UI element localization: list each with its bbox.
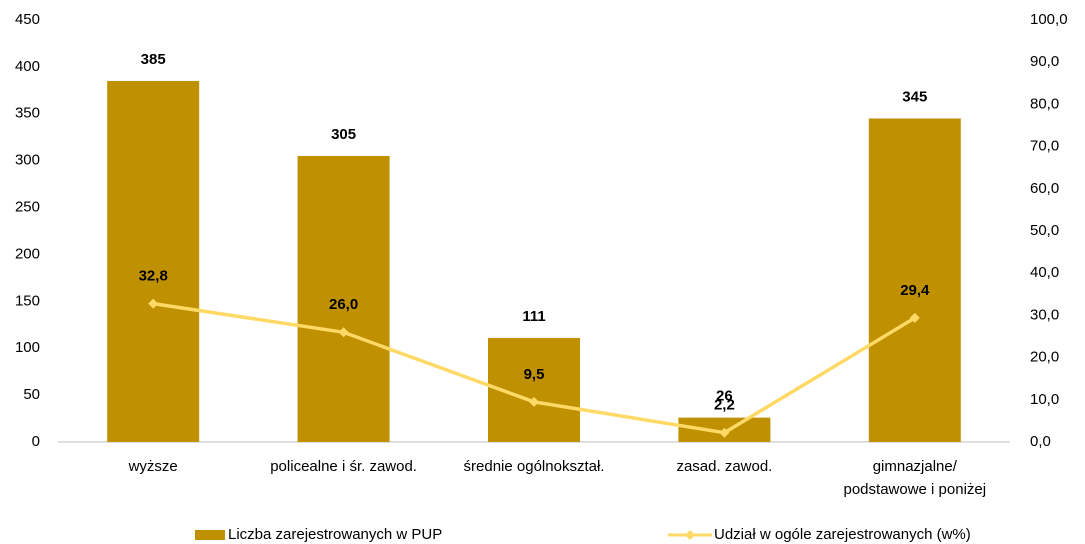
line-value-label: 29,4 (900, 282, 930, 299)
y2-tick-label: 50,0 (1030, 222, 1059, 239)
x-tick-label: wyższe (128, 458, 178, 475)
y2-tick-label: 80,0 (1030, 95, 1059, 112)
bar (868, 118, 961, 442)
legend-label: Liczba zarejestrowanych w PUP (228, 526, 442, 543)
bar-value-label: 305 (331, 126, 356, 143)
y2-tick-label: 10,0 (1030, 391, 1059, 408)
y2-tick-label: 90,0 (1030, 53, 1059, 70)
y-tick-label: 0 (32, 433, 40, 450)
y-tick-label: 250 (15, 199, 40, 216)
legend-swatch (195, 530, 225, 540)
y2-tick-label: 40,0 (1030, 264, 1059, 281)
y-tick-label: 400 (15, 58, 40, 75)
y-tick-label: 300 (15, 152, 40, 169)
line-value-label: 2,2 (714, 397, 735, 414)
y2-tick-label: 70,0 (1030, 138, 1059, 155)
bar-value-label: 26 (716, 388, 733, 405)
y-tick-label: 200 (15, 245, 40, 262)
line-marker (338, 327, 349, 338)
bar-value-label: 385 (141, 51, 166, 68)
y-tick-label: 150 (15, 292, 40, 309)
bar (297, 155, 390, 442)
y-tick-label: 50 (23, 386, 40, 403)
y2-tick-label: 60,0 (1030, 180, 1059, 197)
y2-tick-label: 0,0 (1030, 433, 1051, 450)
y-tick-label: 100 (15, 339, 40, 356)
line-value-label: 9,5 (524, 366, 545, 383)
line-value-label: 32,8 (139, 268, 168, 285)
legend-label: Udział w ogóle zarejestrowanych (w%) (714, 526, 971, 543)
x-tick-label: średnie ogólnokształ. (464, 458, 605, 475)
line-marker (529, 396, 539, 407)
y2-tick-label: 30,0 (1030, 306, 1059, 323)
bar (107, 80, 200, 442)
bar-value-label: 111 (522, 308, 545, 325)
x-tick-label: gimnazjalne/podstawowe i poniżej (844, 458, 987, 498)
y2-tick-label: 100,0 (1030, 11, 1068, 28)
y-tick-label: 450 (15, 11, 40, 28)
line-marker (909, 312, 920, 323)
legend-marker (685, 530, 695, 540)
y-tick-label: 350 (15, 105, 40, 122)
line-marker (148, 298, 159, 309)
line-marker (719, 427, 730, 438)
line-value-label: 26,0 (329, 296, 358, 313)
x-tick-label: zasad. zawod. (676, 458, 772, 475)
y2-tick-label: 20,0 (1030, 349, 1059, 366)
bar-value-label: 345 (902, 88, 927, 105)
x-tick-label: policealne i śr. zawod. (270, 458, 417, 475)
